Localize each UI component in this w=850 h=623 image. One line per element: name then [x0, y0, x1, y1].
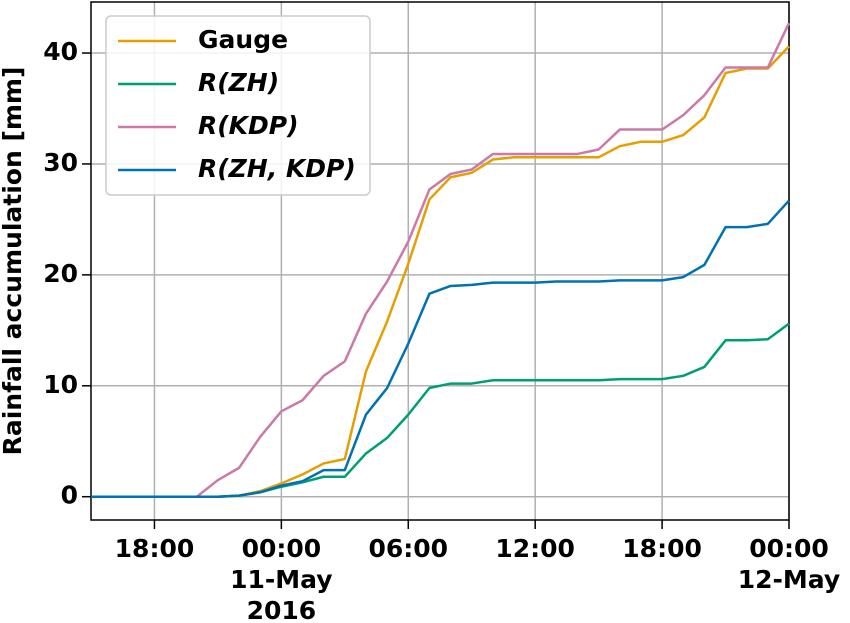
legend-label: Gauge: [198, 25, 288, 54]
x-tick-label: 06:00: [368, 534, 449, 563]
legend: Gauge R(ZH) R(KDP) R(ZH, KDP): [105, 15, 371, 196]
y-tick-label: 40: [43, 37, 78, 66]
x-tick-label: 18:00: [622, 534, 702, 563]
legend-label: R(ZH): [198, 68, 279, 97]
series-line: [91, 199, 790, 498]
legend-label: R(ZH, KDP): [198, 154, 356, 183]
x-tick-label: 12:00: [495, 534, 575, 563]
series-line: [91, 22, 791, 498]
y-axis-label: Rainfall accumulation [mm]: [0, 67, 27, 456]
x-tick-label: 00:00 12-May: [737, 534, 841, 594]
y-tick-label: 0: [61, 481, 78, 510]
y-tick-label: 10: [43, 370, 78, 399]
plot-frame: [90, 1, 790, 521]
x-tick-label: 18:00: [114, 534, 195, 563]
legend-label: R(KDP): [198, 111, 299, 140]
y-tick-label: 20: [43, 259, 78, 288]
y-tick-label: 30: [43, 148, 78, 177]
legend-box: [105, 15, 371, 196]
x-tick-label: 00:00 11-May 2016: [230, 534, 333, 623]
series-line: [91, 322, 790, 498]
